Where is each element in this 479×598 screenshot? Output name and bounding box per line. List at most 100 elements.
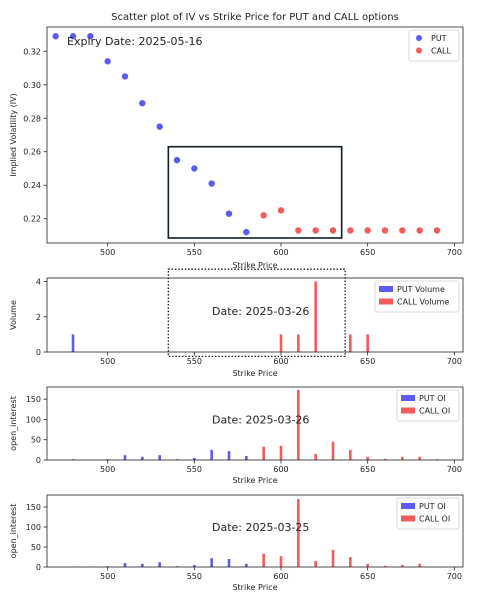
x-axis-label: Strike Price xyxy=(232,369,277,378)
legend-label: CALL xyxy=(431,47,452,56)
bar-put-oi xyxy=(193,457,196,460)
x-tick-label: 550 xyxy=(187,465,202,474)
y-tick-label: 50 xyxy=(31,543,41,552)
scatter-point-put xyxy=(243,228,250,236)
y-tick-label: 2 xyxy=(36,313,41,322)
bar-call-oi xyxy=(297,499,300,567)
x-tick-label: 600 xyxy=(273,465,288,474)
bar-call-oi xyxy=(331,549,335,567)
annotation: Date: 2025-03-26 xyxy=(212,305,309,318)
legend-label: PUT Volume xyxy=(397,285,445,294)
x-tick-label: 600 xyxy=(273,572,288,581)
bar-call-oi xyxy=(435,459,439,460)
y-axis-label: Volume xyxy=(9,300,18,330)
x-tick-label: 600 xyxy=(273,357,288,366)
x-tick-label: 650 xyxy=(360,248,375,257)
bar-put-oi xyxy=(141,456,144,460)
axes-frame xyxy=(46,494,464,568)
scatter-point-call xyxy=(399,227,406,234)
bar-call-oi xyxy=(297,389,300,460)
scatter-point-put xyxy=(173,156,181,164)
bar-call-oi xyxy=(279,445,283,460)
scatter-point-call xyxy=(364,227,371,234)
bar-call-oi xyxy=(401,565,404,567)
legend-label: PUT OI xyxy=(419,394,446,403)
y-tick-label: 100 xyxy=(26,415,41,424)
scatter-point-call xyxy=(312,227,319,234)
legend-label: CALL Volume xyxy=(397,298,449,307)
x-tick-label: 700 xyxy=(447,572,462,581)
y-tick-label: 0.30 xyxy=(23,81,41,90)
legend-swatch xyxy=(401,395,415,401)
x-tick-label: 650 xyxy=(360,465,375,474)
chart-title: Scatter plot of IV vs Strike Price for P… xyxy=(111,12,399,23)
bar-put-oi xyxy=(123,455,127,460)
x-tick-label: 650 xyxy=(360,572,375,581)
bar-put-oi xyxy=(245,563,248,567)
y-axis-label: open_interest xyxy=(9,504,18,559)
legend-marker xyxy=(416,35,422,41)
legend-marker xyxy=(416,47,422,54)
annotation: Expiry Date: 2025-05-16 xyxy=(67,35,202,48)
bar-put-oi xyxy=(210,558,213,567)
x-tick-label: 550 xyxy=(187,248,202,257)
scatter-point-call xyxy=(277,207,285,214)
bar-call-oi xyxy=(418,456,421,460)
legend-swatch xyxy=(401,515,415,522)
scatter-point-call xyxy=(260,212,267,219)
x-tick-label: 700 xyxy=(447,357,462,366)
scatter-point-put xyxy=(69,33,77,40)
bar-call-oi xyxy=(279,556,283,567)
x-tick-label: 700 xyxy=(447,465,462,474)
scatter-point-put xyxy=(52,33,59,40)
bar-call-oi xyxy=(418,563,421,567)
bar-call-volume xyxy=(279,334,283,352)
axes-frame xyxy=(46,386,464,461)
bar-call-oi xyxy=(383,565,387,567)
legend-label: PUT xyxy=(431,34,447,43)
x-tick-label: 600 xyxy=(273,248,288,257)
axes-frame xyxy=(46,26,464,244)
scatter-point-put xyxy=(208,180,215,187)
bar-call-oi xyxy=(401,456,404,460)
annotation: Date: 2025-03-25 xyxy=(212,521,309,534)
bar-call-oi xyxy=(262,553,265,567)
x-tick-label: 550 xyxy=(187,572,202,581)
bar-put-oi xyxy=(175,566,179,567)
y-axis-label: open_interest xyxy=(9,396,18,451)
bar-call-volume xyxy=(349,334,352,352)
y-tick-label: 150 xyxy=(26,503,41,512)
bar-call-oi xyxy=(349,557,352,567)
axes-frame xyxy=(46,277,464,353)
bar-put-oi xyxy=(158,455,161,460)
x-axis-label: Strike Price xyxy=(232,583,277,592)
annotation: Date: 2025-03-26 xyxy=(212,414,309,427)
bar-put-oi xyxy=(175,459,179,460)
bar-put-oi xyxy=(71,459,75,460)
scatter-point-put xyxy=(191,165,198,172)
legend-label: CALL OI xyxy=(419,407,450,416)
scatter-point-put xyxy=(87,33,94,40)
bar-put-volume xyxy=(71,334,75,352)
bar-call-oi xyxy=(349,449,352,460)
bar-call-oi xyxy=(366,563,369,567)
x-tick-label: 550 xyxy=(187,357,202,366)
bar-put-oi xyxy=(245,455,248,460)
x-tick-label: 500 xyxy=(100,248,115,257)
x-tick-label: 500 xyxy=(100,572,115,581)
bar-put-oi xyxy=(123,563,127,567)
y-tick-label: 0.22 xyxy=(23,215,41,224)
legend-label: CALL OI xyxy=(419,515,450,524)
scatter-point-call xyxy=(329,227,337,234)
bar-call-volume xyxy=(366,334,369,352)
scatter-point-put xyxy=(104,58,111,65)
bar-call-oi xyxy=(314,453,317,460)
y-tick-label: 0 xyxy=(36,563,41,572)
y-tick-label: 4 xyxy=(36,278,41,287)
y-axis-label: Implied Volatility (IV) xyxy=(9,93,18,176)
y-tick-label: 0.32 xyxy=(23,47,41,56)
legend-swatch xyxy=(401,503,415,509)
scatter-point-call xyxy=(295,227,302,234)
highlight-box xyxy=(167,145,343,239)
y-tick-label: 0.28 xyxy=(23,114,41,123)
